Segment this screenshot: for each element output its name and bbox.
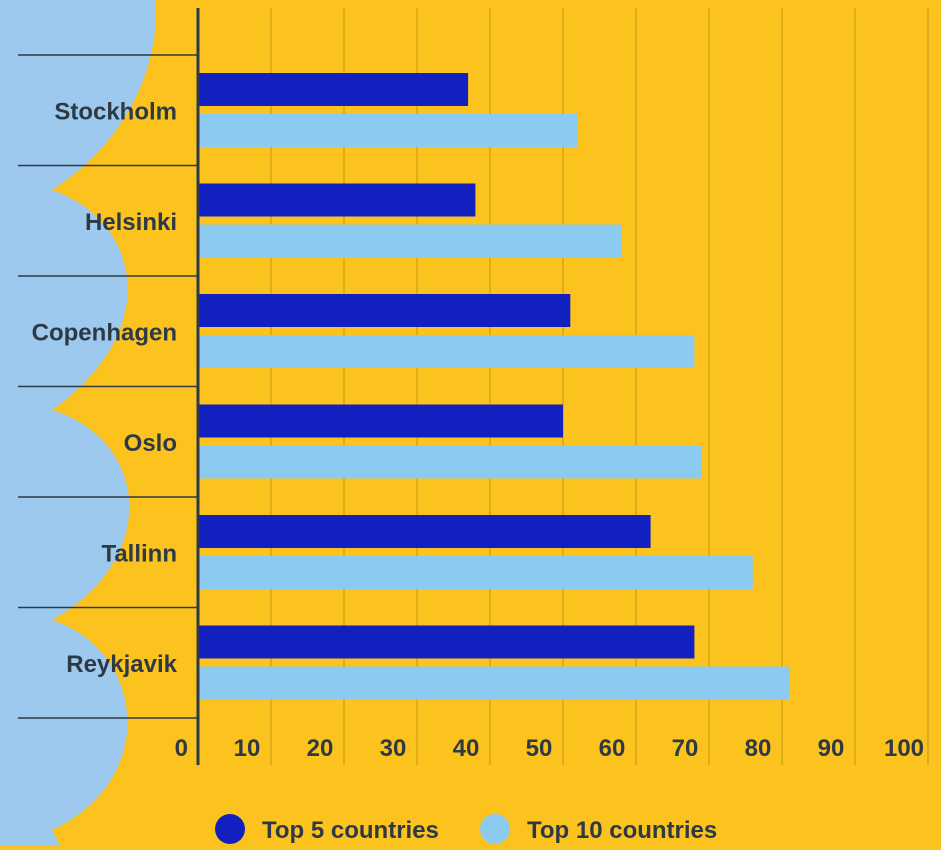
- bar-tallinn-top-5-countries: [198, 515, 651, 548]
- x-tick-label-10: 10: [234, 735, 261, 762]
- category-labels: Stockholm Helsinki Copenhagen Oslo Tallinn Re…: [32, 98, 178, 678]
- x-tick-label-40: 40: [453, 735, 480, 762]
- legend-label-top-10-countries: Top 10 countries: [527, 817, 717, 844]
- category-label-helsinki: Helsinki: [85, 209, 177, 236]
- x-tick-label-20: 20: [307, 735, 334, 762]
- bar-copenhagen-top-5-countries: [198, 294, 571, 327]
- bar-oslo-top-5-countries: [198, 404, 563, 438]
- x-tick-label-70: 70: [672, 735, 699, 762]
- row-separators: [18, 54, 198, 719]
- blue-wavy-panel: [0, 0, 156, 845]
- bar-reykjavik-top-5-countries: [198, 625, 695, 659]
- category-label-tallinn: Tallinn: [101, 540, 177, 567]
- bar-oslo-top-10-countries: [198, 445, 702, 479]
- legend: Top 5 countries Top 10 countries: [215, 814, 717, 844]
- category-label-reykjavik: Reykjavik: [66, 651, 177, 678]
- x-tick-label-60: 60: [599, 735, 626, 762]
- legend-swatch-top-10-countries: [480, 814, 510, 844]
- x-tick-label-0: 0: [175, 735, 188, 762]
- category-label-oslo: Oslo: [124, 430, 177, 457]
- category-label-copenhagen: Copenhagen: [32, 319, 177, 346]
- x-tick-labels: 0 10 20 30 40 50 60 70 80 90 100: [175, 735, 924, 762]
- bars: [198, 73, 790, 700]
- bar-tallinn-top-10-countries: [198, 556, 753, 589]
- x-tick-label-50: 50: [526, 735, 553, 762]
- x-tick-label-80: 80: [745, 735, 772, 762]
- bar-helsinki-top-5-countries: [198, 183, 476, 217]
- legend-label-top-5-countries: Top 5 countries: [262, 817, 439, 844]
- category-label-stockholm: Stockholm: [54, 98, 177, 125]
- bar-stockholm-top-10-countries: [198, 114, 578, 147]
- bar-reykjavik-top-10-countries: [198, 666, 790, 700]
- bar-copenhagen-top-10-countries: [198, 335, 695, 368]
- bar-stockholm-top-5-countries: [198, 73, 469, 106]
- x-tick-label-90: 90: [818, 735, 845, 762]
- x-tick-label-100: 100: [884, 735, 924, 762]
- legend-swatch-top-5-countries: [215, 814, 245, 844]
- x-tick-label-30: 30: [380, 735, 407, 762]
- bar-helsinki-top-10-countries: [198, 224, 622, 258]
